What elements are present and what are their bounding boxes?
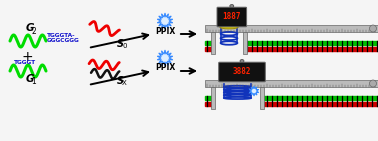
Text: 2: 2 <box>32 27 36 36</box>
Ellipse shape <box>220 25 238 29</box>
Bar <box>205 47 378 51</box>
Text: PPIX: PPIX <box>155 63 175 72</box>
Bar <box>211 87 215 109</box>
Bar <box>211 32 215 54</box>
Text: 1887: 1887 <box>223 12 241 21</box>
Ellipse shape <box>370 80 376 87</box>
Bar <box>260 87 264 109</box>
Bar <box>205 80 378 87</box>
Text: 1: 1 <box>32 78 36 86</box>
FancyBboxPatch shape <box>217 7 246 27</box>
FancyBboxPatch shape <box>219 62 265 82</box>
Text: TGGGT: TGGGT <box>14 60 36 64</box>
Text: S: S <box>116 39 124 49</box>
Text: +: + <box>21 50 33 64</box>
Polygon shape <box>157 13 173 29</box>
Text: S: S <box>116 76 124 86</box>
Text: 3882: 3882 <box>233 67 251 76</box>
Bar <box>205 102 378 106</box>
Text: GGGCGGG: GGGCGGG <box>47 38 80 43</box>
Bar <box>243 32 247 54</box>
Bar <box>215 91 260 109</box>
Bar <box>205 41 378 45</box>
Polygon shape <box>249 86 259 96</box>
Bar <box>205 96 378 100</box>
Text: TGGGTA-: TGGGTA- <box>47 33 76 38</box>
Ellipse shape <box>370 25 376 32</box>
Ellipse shape <box>240 60 244 62</box>
Bar <box>205 25 378 32</box>
Text: G: G <box>26 74 34 84</box>
Bar <box>215 36 243 54</box>
Text: G: G <box>26 23 34 33</box>
Polygon shape <box>157 50 173 66</box>
Text: X: X <box>122 80 127 86</box>
Text: 0: 0 <box>122 43 127 49</box>
Text: PPIX: PPIX <box>155 27 175 36</box>
Ellipse shape <box>230 5 234 7</box>
